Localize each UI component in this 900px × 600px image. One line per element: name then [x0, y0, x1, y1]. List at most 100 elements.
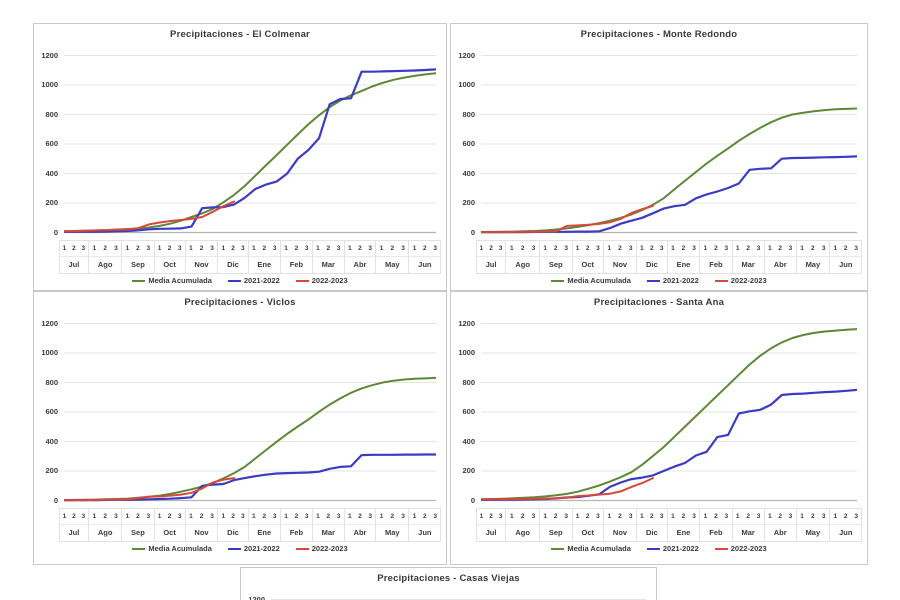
y-tick-label: 200 [45, 466, 58, 475]
y-tick-label: 1200 [41, 50, 58, 60]
month-label: Ago [515, 260, 530, 269]
y-tick-label: 1000 [41, 80, 58, 89]
y-tick-label: 0 [470, 495, 475, 505]
month-group-jun: 1 2 3 Jun [830, 509, 862, 541]
decade-tick-label: 1 [379, 513, 384, 520]
decade-tick-label: 3 [531, 245, 536, 252]
month-group-ago: 1 2 3 Ago [506, 509, 540, 541]
month-group-sep: 1 2 3 Sep [539, 241, 573, 273]
month-group-ene: 1 2 3 Ene [667, 509, 701, 541]
month-group-jul: 1 2 3 Jul [476, 509, 507, 541]
decade-tick-label: 3 [210, 513, 214, 520]
decade-tick-label: 2 [585, 245, 590, 252]
month-group-may: 1 2 3 May [376, 509, 410, 541]
month-group-mar: 1 2 3 Mar [312, 509, 345, 541]
decade-tick-label: 2 [746, 245, 750, 252]
legend-line-swatch-green [551, 279, 565, 282]
decade-tick-label: 1 [607, 513, 612, 520]
decade-tick-label: 3 [114, 245, 118, 252]
month-label: Mar [741, 528, 755, 537]
decade-tick-label: 2 [843, 513, 848, 520]
y-tick-label: 800 [45, 109, 58, 119]
decade-tick-label: 2 [294, 245, 299, 252]
legend-line-swatch-blue [646, 279, 660, 282]
decade-tick-label: 3 [821, 245, 826, 252]
y-tick-label: 1000 [458, 348, 475, 357]
legend-line-swatch-blue [227, 279, 241, 282]
decade-tick-label: 3 [240, 245, 245, 252]
month-label: Jun [839, 260, 853, 269]
y-axis-labels: 1200 1000 800 600 400 200 0 [34, 24, 61, 290]
decade-tick-label: 2 [681, 513, 686, 520]
chart-plot-area [64, 55, 436, 234]
decade-tick-label: 3 [336, 245, 341, 252]
decade-tick-label: 1 [671, 245, 675, 252]
decade-tick-label: 2 [520, 245, 525, 252]
month-label: Jul [485, 260, 497, 269]
y-tick-label: 200 [45, 198, 58, 207]
legend-line-swatch-green [132, 279, 146, 282]
decade-tick-label: 2 [489, 513, 493, 520]
month-group-sep: 1 2 3 Sep [122, 509, 155, 541]
y-tick-label: 200 [462, 466, 475, 475]
decade-tick-label: 3 [821, 513, 826, 520]
month-group-feb: 1 2 3 Feb [700, 509, 733, 541]
decade-tick-label: 3 [81, 513, 86, 520]
month-group-may: 1 2 3 May [796, 241, 831, 273]
legend-item-media-acumulada: Media Acumulada [551, 276, 631, 285]
series-line-media-acumulada [64, 376, 436, 502]
month-label: Jun [839, 528, 853, 537]
decade-tick-label: 1 [157, 513, 162, 520]
month-group-sep: 1 2 3 Sep [122, 241, 155, 273]
month-group-nov: 1 2 3 Nov [185, 509, 219, 541]
decade-tick-label: 2 [358, 513, 362, 520]
decade-tick-label: 3 [724, 513, 729, 520]
decade-tick-label: 3 [114, 513, 118, 520]
decade-tick-label: 2 [72, 245, 76, 252]
decade-tick-label: 2 [262, 245, 267, 252]
series-line-2022-2023 [481, 477, 654, 501]
decade-tick-label: 1 [125, 513, 130, 520]
y-tick-label: 600 [462, 407, 475, 416]
y-tick-label: 800 [45, 377, 58, 387]
month-label: Abr [353, 260, 367, 269]
decade-tick-label: 1 [543, 245, 547, 252]
month-group-oct: 1 2 3 Oct [154, 509, 186, 541]
legend-label: 2022-2023 [311, 544, 348, 553]
decade-tick-label: 1 [157, 245, 162, 252]
month-label: May [385, 528, 400, 537]
decade-tick-label: 3 [81, 245, 86, 252]
y-tick-label: 800 [462, 377, 475, 387]
decade-tick-label: 2 [811, 245, 815, 252]
month-group-oct: 1 2 3 Oct [572, 509, 604, 541]
month-label: Jun [418, 260, 432, 269]
decade-tick-label: 3 [564, 245, 569, 252]
month-label: Nov [612, 260, 628, 269]
y-axis-labels: 1200 1000 800 600 400 200 0 [34, 292, 61, 564]
month-group-feb: 1 2 3 Feb [700, 241, 733, 273]
decade-tick-label: 1 [479, 513, 484, 520]
month-label: Sep [548, 528, 563, 537]
decade-tick-label: 2 [199, 513, 204, 520]
month-label: Feb [289, 528, 304, 537]
chart-legend: Media Acumulada 2021-2022 2022-2023 [451, 544, 867, 553]
y-tick-label: 400 [462, 436, 475, 446]
month-group-ago: 1 2 3 Ago [89, 241, 123, 273]
month-label: Oct [163, 528, 176, 537]
